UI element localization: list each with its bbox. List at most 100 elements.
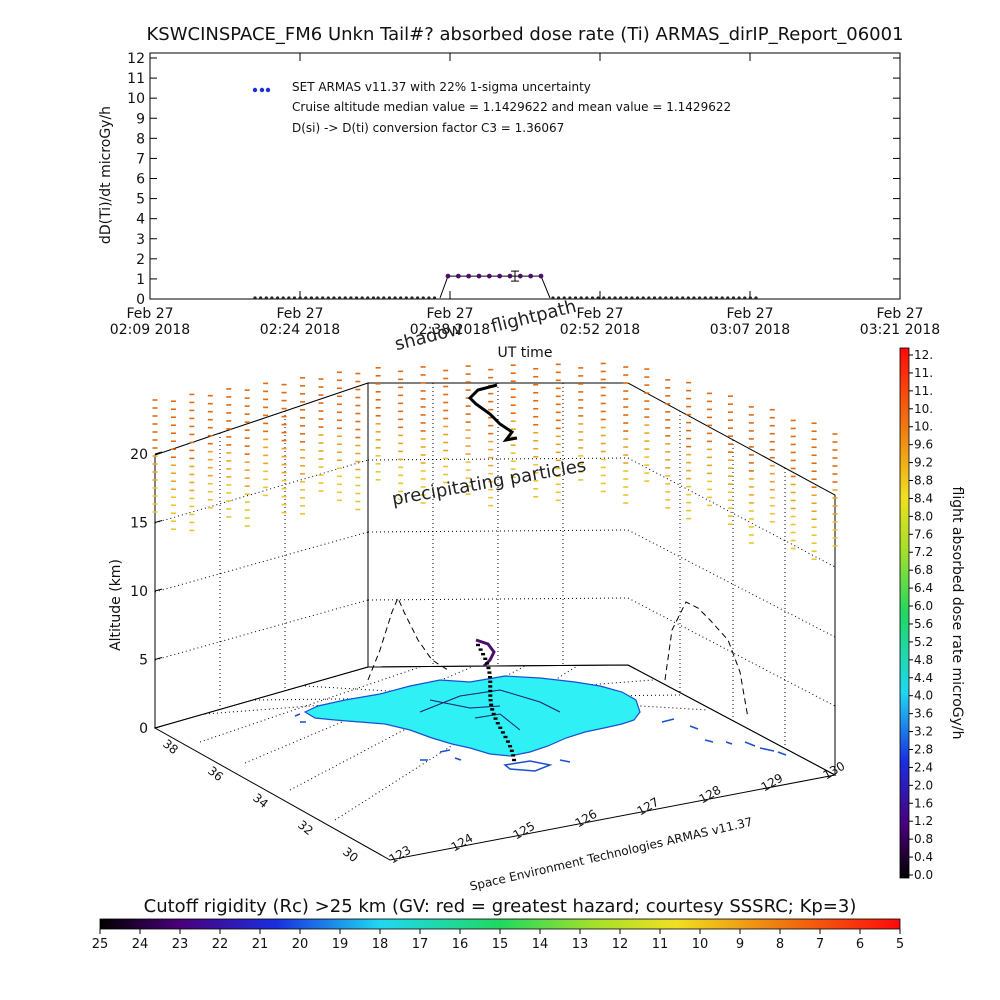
x-tick-label-time: 03:21 2018 (860, 322, 940, 338)
altitude-tick-label: 5 (139, 653, 148, 669)
data-point (326, 296, 330, 300)
data-point (371, 296, 376, 300)
latitude-tick-label: 34 (250, 791, 271, 811)
colorbar-tick-label: 2.0 (914, 778, 933, 792)
colorbar-tick-label: 1.2 (914, 814, 933, 828)
x-tick-label-date: Feb 27 (876, 306, 923, 322)
colorbar-tick-label: 10. (914, 402, 933, 416)
data-point (445, 273, 451, 279)
data-point (743, 296, 747, 300)
flight-point (511, 754, 516, 757)
y-tick-label: 1 (136, 272, 145, 288)
longitude-tick-label: 128 (697, 783, 724, 807)
data-point (630, 296, 634, 300)
data-point (404, 296, 408, 300)
altitude-tick-label: 20 (130, 447, 148, 463)
rigidity-colorbar-ticks: 25 24 23 22 21 20 19 18 17 16 15 14 13 12 11 10 9 8 7 6 5 (92, 929, 904, 952)
colorbar-tick-label: 8.0 (914, 509, 933, 523)
data-point (686, 296, 690, 300)
rigidity-tick-label: 25 (92, 937, 109, 952)
latitude-tick-label: 38 (160, 737, 181, 757)
data-point (399, 296, 403, 300)
data-point (517, 273, 523, 279)
y-tick-label: 3 (136, 232, 145, 248)
data-point (466, 273, 472, 279)
flight-point (490, 708, 495, 711)
altitude-tick (154, 725, 163, 729)
altitude-tick (154, 588, 163, 592)
data-point (338, 296, 342, 300)
colorbar-tick-label: 0.8 (914, 832, 933, 846)
rigidity-tick-label: 24 (132, 937, 149, 952)
data-point (270, 296, 274, 300)
y-tick-label: 5 (136, 192, 145, 208)
flight-point (488, 689, 493, 693)
y-tick-label: 4 (136, 212, 145, 228)
longitude-tick-label: 127 (635, 795, 662, 819)
colorbar-tick-label: 1.6 (914, 796, 933, 810)
data-point (321, 296, 325, 300)
flight-point (488, 680, 493, 683)
data-point (669, 296, 674, 300)
data-point (658, 296, 662, 300)
x-tick-label-time: 02:24 2018 (260, 322, 340, 338)
rigidity-tick-label: 8 (776, 937, 784, 952)
colorbar-tick-label: 4.8 (914, 653, 933, 667)
x-tick-label-date: Feb 27 (576, 306, 623, 322)
y-tick-label: 10 (127, 91, 145, 107)
precipitating-particles-label: precipitating particles (390, 455, 587, 510)
data-point (737, 296, 741, 300)
data-point (681, 296, 685, 300)
longitude-tick-label: 126 (573, 807, 600, 831)
x-tick-label-date: Feb 27 (726, 306, 773, 322)
data-point (253, 296, 257, 300)
y-tick-label: 9 (136, 111, 145, 127)
rigidity-tick-label: 11 (652, 937, 669, 952)
rigidity-tick-label: 7 (816, 937, 824, 952)
colorbar-tick-label: 2.4 (914, 760, 933, 774)
province-borders (419, 689, 561, 731)
data-point (709, 296, 713, 300)
colorbar-tick-label: 3.6 (914, 707, 933, 721)
data-point (748, 296, 752, 300)
x-tick-label-date: Feb 27 (426, 306, 473, 322)
rigidity-tick-label: 20 (292, 937, 309, 952)
colorbar-tick-label: 5.6 (914, 617, 933, 631)
flight-point (476, 643, 480, 647)
flight-path (467, 383, 518, 762)
credit-text: Space Environment Technologies ARMAS v11… (468, 815, 753, 894)
colorbar-tick-label: 6.4 (914, 581, 933, 595)
data-point (602, 296, 606, 300)
data-point (590, 296, 595, 300)
colorbar-tick-label: 5.2 (914, 635, 933, 649)
y-tick-label: 2 (136, 252, 145, 268)
data-point (726, 296, 730, 300)
data-point (382, 296, 386, 300)
data-point (664, 296, 668, 300)
annotation-conversion: D(si) -> D(ti) conversion factor C3 = 1.… (292, 121, 564, 135)
data-point (720, 296, 724, 300)
colorbar-tick-label: 11. (914, 366, 933, 380)
colorbar-tick-label: 2.8 (914, 742, 933, 756)
flight-point (491, 712, 496, 716)
y-tick-label: 0 (136, 292, 145, 308)
data-point (585, 296, 589, 300)
data-point (476, 273, 482, 279)
data-point (619, 296, 623, 300)
data-point (596, 296, 600, 300)
altitude-tick-label: 10 (130, 584, 148, 600)
rigidity-tick-label: 17 (412, 937, 429, 952)
data-point (613, 296, 617, 300)
colorbar-tick-label: 0.0 (914, 868, 933, 882)
shadow-profile-right (664, 601, 749, 719)
data-point (579, 296, 583, 300)
altitude-tick-label: 15 (130, 516, 148, 532)
colorbar-tick-label: 3.2 (914, 725, 933, 739)
data-point (387, 296, 392, 300)
flight-trace (467, 383, 518, 443)
flight-point (485, 662, 490, 665)
colorbar-label: flight absorbed dose rate microGy/h (949, 487, 965, 740)
flight-point (509, 749, 514, 752)
latitude-tick-label: 30 (340, 845, 361, 865)
x-tick-label-date: Feb 27 (276, 306, 323, 322)
